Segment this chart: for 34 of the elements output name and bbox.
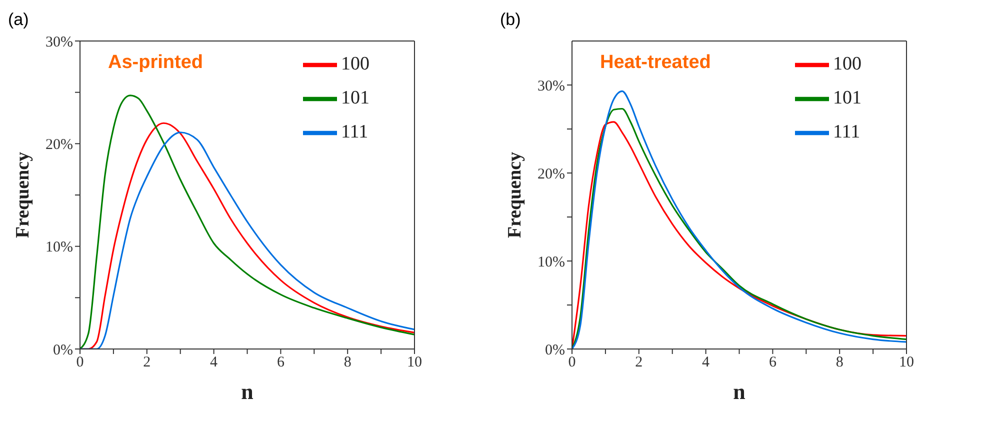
x-tick-label: 0 [568, 354, 576, 371]
x-tick-label: 6 [276, 354, 285, 371]
y-tick-label: 30% [46, 34, 73, 50]
y-tick-label: 30% [538, 78, 565, 94]
x-tick-label: 6 [768, 354, 777, 371]
legend-label: 101 [341, 87, 370, 108]
x-tick-label: 2 [143, 354, 151, 371]
x-tick-label: 10 [899, 354, 914, 371]
y-tick-label: 20% [538, 166, 565, 182]
x-tick-label: 8 [836, 354, 844, 371]
y-tick-label: 10% [46, 240, 73, 256]
y-axis-title: Frequency [12, 151, 34, 238]
annotation: Heat-treated [600, 52, 711, 74]
x-axis-title: n [733, 379, 746, 404]
x-tick-label: 4 [702, 354, 710, 371]
x-tick-label: 8 [344, 354, 352, 371]
legend-label: 100 [341, 53, 370, 74]
legend-label: 111 [341, 121, 368, 142]
legend-label: 100 [833, 53, 862, 74]
x-tick-label: 0 [76, 354, 84, 371]
annotation: As-printed [108, 52, 203, 74]
x-tick-label: 4 [210, 354, 218, 371]
legend-label: 111 [833, 121, 860, 142]
y-tick-label: 10% [538, 254, 565, 270]
x-tick-label: 10 [407, 354, 422, 371]
y-axis-title: Frequency [504, 151, 526, 238]
chart-title: (b) [500, 10, 521, 30]
chart-title: (a) [8, 10, 29, 30]
y-tick-label: 20% [46, 136, 73, 153]
y-tick-label: 0% [545, 342, 565, 358]
y-tick-label: 0% [53, 342, 73, 358]
x-axis-title: n [241, 379, 254, 404]
x-tick-label: 2 [635, 354, 643, 371]
legend-label: 101 [833, 87, 862, 108]
